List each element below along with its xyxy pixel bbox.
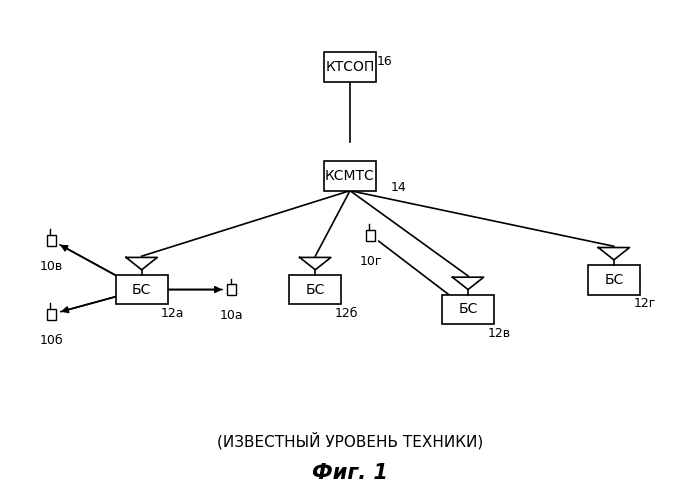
- FancyBboxPatch shape: [289, 274, 342, 304]
- FancyBboxPatch shape: [47, 309, 56, 320]
- Text: 12г: 12г: [634, 297, 656, 310]
- FancyBboxPatch shape: [442, 294, 494, 324]
- Text: 10г: 10г: [360, 255, 382, 268]
- FancyBboxPatch shape: [324, 52, 376, 82]
- Text: КТСОП: КТСОП: [326, 60, 374, 74]
- Text: КСМТС: КСМТС: [325, 169, 375, 183]
- FancyBboxPatch shape: [116, 274, 168, 304]
- Text: 16: 16: [377, 54, 392, 68]
- FancyBboxPatch shape: [324, 161, 376, 190]
- Text: 10а: 10а: [220, 310, 244, 322]
- Text: 10б: 10б: [40, 334, 63, 347]
- FancyBboxPatch shape: [366, 230, 375, 240]
- Text: 14: 14: [391, 181, 406, 194]
- Text: БС: БС: [306, 282, 325, 296]
- Text: Фиг. 1: Фиг. 1: [312, 464, 388, 483]
- Text: БС: БС: [458, 302, 477, 316]
- Text: 10в: 10в: [40, 260, 63, 273]
- Text: БС: БС: [604, 272, 624, 286]
- Text: (ИЗВЕСТНЫЙ УРОВЕНЬ ТЕХНИКИ): (ИЗВЕСТНЫЙ УРОВЕНЬ ТЕХНИКИ): [217, 432, 483, 449]
- Text: 12б: 12б: [335, 307, 358, 320]
- Text: 12в: 12в: [487, 326, 510, 340]
- FancyBboxPatch shape: [228, 284, 237, 295]
- FancyBboxPatch shape: [588, 265, 640, 294]
- Text: БС: БС: [132, 282, 151, 296]
- FancyBboxPatch shape: [47, 234, 56, 246]
- Text: 12а: 12а: [161, 307, 185, 320]
